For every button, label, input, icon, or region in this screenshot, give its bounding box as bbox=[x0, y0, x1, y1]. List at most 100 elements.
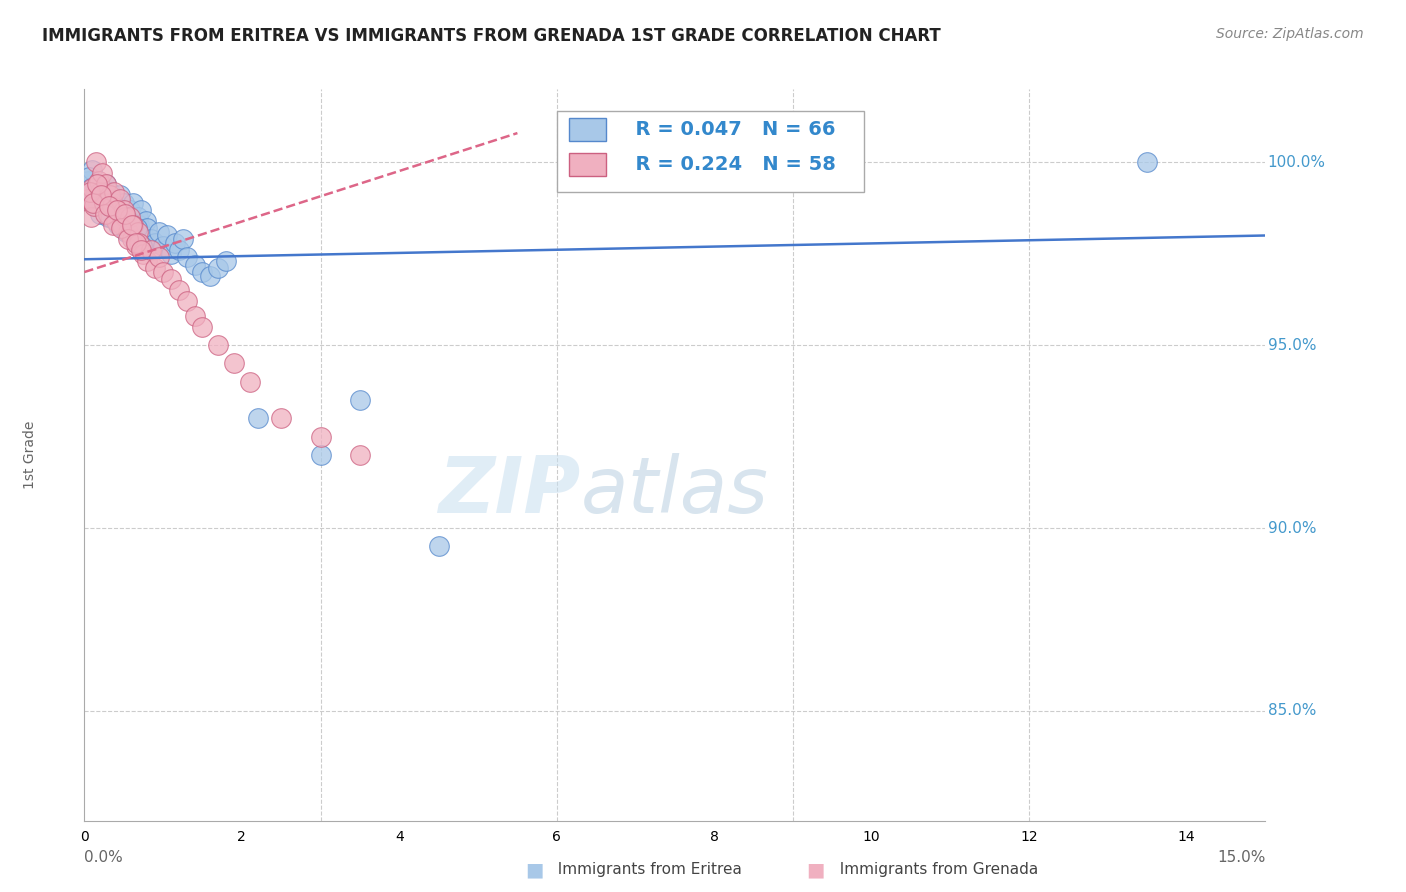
Point bbox=[93, 195, 115, 210]
Point bbox=[163, 235, 186, 250]
Point bbox=[127, 211, 149, 225]
Text: 100.0%: 100.0% bbox=[1268, 155, 1326, 169]
Point bbox=[84, 199, 107, 213]
Point bbox=[167, 284, 190, 298]
Point bbox=[89, 206, 111, 220]
Point bbox=[107, 202, 129, 217]
Point bbox=[132, 228, 155, 243]
Point bbox=[101, 199, 124, 213]
Point bbox=[110, 206, 132, 220]
Point bbox=[141, 232, 163, 246]
Point bbox=[222, 357, 245, 371]
Text: 0.0%: 0.0% bbox=[84, 850, 124, 865]
Point bbox=[104, 214, 127, 228]
Point bbox=[117, 232, 139, 246]
Point bbox=[239, 375, 262, 389]
Text: R = 0.047   N = 66: R = 0.047 N = 66 bbox=[621, 120, 835, 139]
Point bbox=[93, 195, 115, 210]
Point bbox=[143, 261, 166, 276]
Point bbox=[160, 272, 183, 286]
Point bbox=[121, 218, 143, 232]
Point bbox=[79, 185, 101, 199]
Point bbox=[246, 411, 269, 425]
Point bbox=[129, 243, 152, 257]
Point bbox=[114, 206, 136, 220]
Point bbox=[124, 239, 146, 253]
Point bbox=[117, 221, 139, 235]
Text: IMMIGRANTS FROM ERITREA VS IMMIGRANTS FROM GRENADA 1ST GRADE CORRELATION CHART: IMMIGRANTS FROM ERITREA VS IMMIGRANTS FR… bbox=[42, 27, 941, 45]
Point bbox=[108, 192, 131, 206]
Point bbox=[191, 320, 214, 334]
Point bbox=[183, 258, 205, 272]
Point bbox=[94, 202, 117, 217]
Point bbox=[207, 261, 229, 276]
Text: 15.0%: 15.0% bbox=[1218, 850, 1265, 865]
Text: ■: ■ bbox=[806, 860, 825, 880]
Point bbox=[110, 221, 132, 235]
Point bbox=[309, 448, 332, 462]
Point bbox=[84, 155, 107, 169]
Point bbox=[97, 199, 120, 213]
Point bbox=[77, 192, 100, 206]
Point bbox=[183, 309, 205, 323]
Point bbox=[103, 192, 125, 206]
Point bbox=[107, 199, 129, 213]
Point bbox=[176, 251, 198, 265]
Point bbox=[349, 448, 371, 462]
Point bbox=[191, 265, 214, 279]
Text: 90.0%: 90.0% bbox=[1268, 521, 1316, 535]
Point bbox=[427, 540, 450, 554]
Point bbox=[124, 225, 146, 239]
Point bbox=[94, 206, 117, 220]
Point bbox=[82, 162, 104, 177]
Point bbox=[152, 265, 174, 279]
Point bbox=[349, 393, 371, 408]
Point bbox=[167, 243, 190, 257]
Point bbox=[82, 181, 104, 195]
Point bbox=[160, 247, 183, 261]
Point bbox=[129, 202, 152, 217]
Point bbox=[136, 254, 159, 268]
Point bbox=[101, 202, 124, 217]
Text: Immigrants from Grenada: Immigrants from Grenada bbox=[830, 863, 1038, 877]
Point bbox=[172, 232, 194, 246]
Point bbox=[207, 338, 229, 352]
Point bbox=[156, 228, 179, 243]
Point bbox=[108, 188, 131, 202]
Point bbox=[97, 211, 120, 225]
Text: 1st Grade: 1st Grade bbox=[22, 421, 37, 489]
Point bbox=[132, 247, 155, 261]
Point bbox=[103, 195, 125, 210]
Point bbox=[112, 202, 135, 217]
Point bbox=[111, 218, 134, 232]
Point bbox=[77, 169, 100, 184]
Point bbox=[98, 211, 121, 225]
Point bbox=[103, 185, 125, 199]
Point bbox=[79, 185, 101, 199]
Point bbox=[122, 218, 145, 232]
Point bbox=[148, 251, 170, 265]
Point bbox=[176, 294, 198, 309]
Text: 85.0%: 85.0% bbox=[1268, 704, 1316, 718]
Point bbox=[91, 192, 114, 206]
Point bbox=[114, 211, 136, 225]
Point bbox=[118, 202, 141, 217]
Point bbox=[87, 174, 110, 188]
Text: 95.0%: 95.0% bbox=[1268, 338, 1316, 352]
FancyBboxPatch shape bbox=[557, 112, 863, 192]
Point bbox=[83, 188, 105, 202]
Point bbox=[127, 221, 149, 235]
Point bbox=[90, 188, 112, 202]
Point bbox=[87, 181, 110, 195]
Point bbox=[117, 225, 139, 239]
FancyBboxPatch shape bbox=[568, 153, 606, 177]
Point bbox=[115, 225, 138, 239]
Point bbox=[128, 218, 150, 232]
Point bbox=[114, 206, 136, 220]
Point bbox=[118, 214, 141, 228]
Point bbox=[143, 235, 166, 250]
Point bbox=[98, 188, 121, 202]
Point bbox=[79, 211, 101, 225]
Point bbox=[96, 178, 118, 192]
Point bbox=[1136, 155, 1159, 169]
